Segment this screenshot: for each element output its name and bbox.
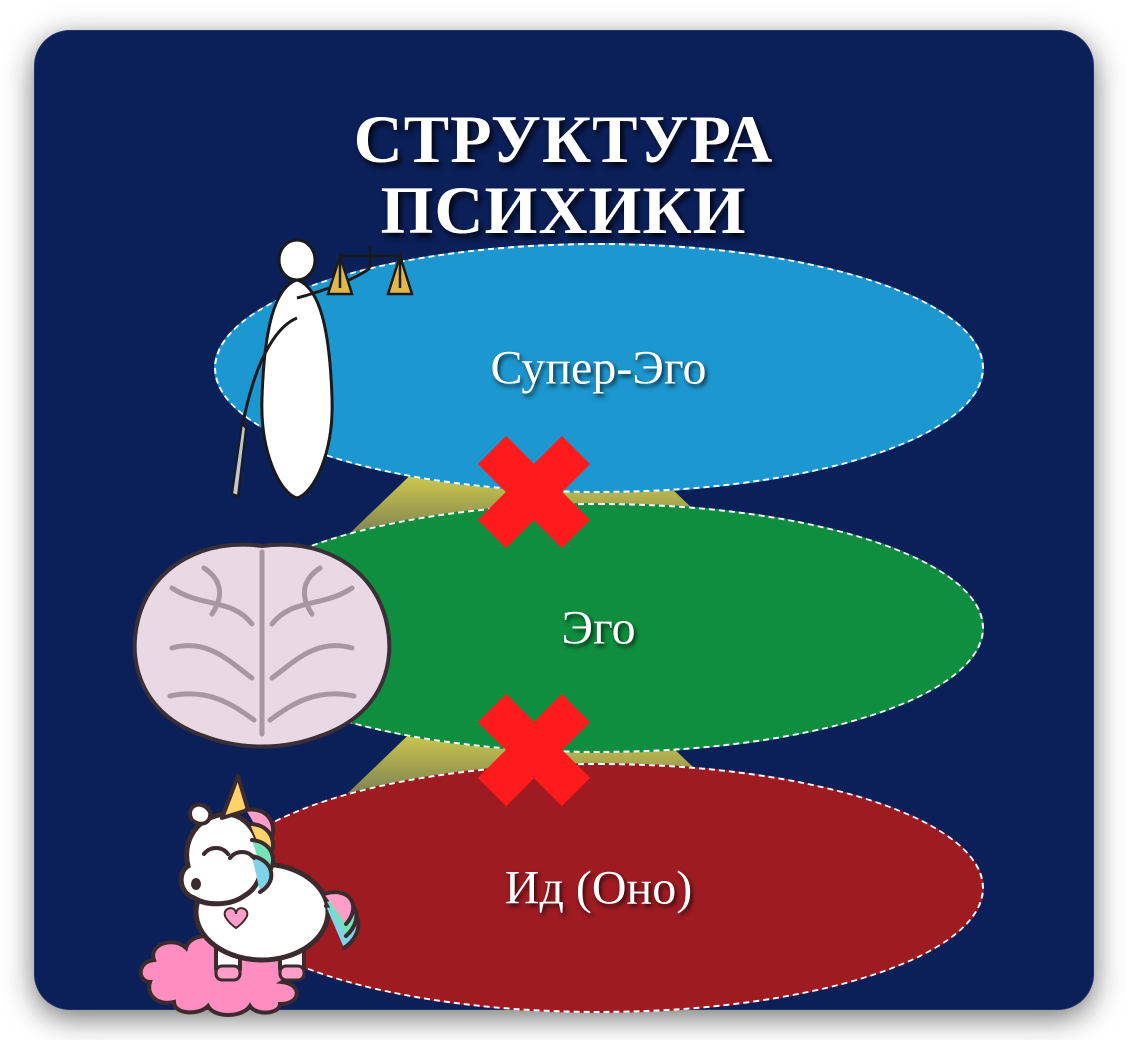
diagram-card: СТРУКТУРА ПСИХИКИ Супер-Эго Эго [34,30,1094,1010]
title-line-2: ПСИХИКИ [380,172,746,248]
brain-icon [112,528,412,756]
title-line-1: СТРУКТУРА [354,101,774,177]
unicorn-icon [130,750,400,1020]
justice-scales-icon [202,228,422,508]
diagram-title: СТРУКТУРА ПСИХИКИ [34,104,1094,247]
